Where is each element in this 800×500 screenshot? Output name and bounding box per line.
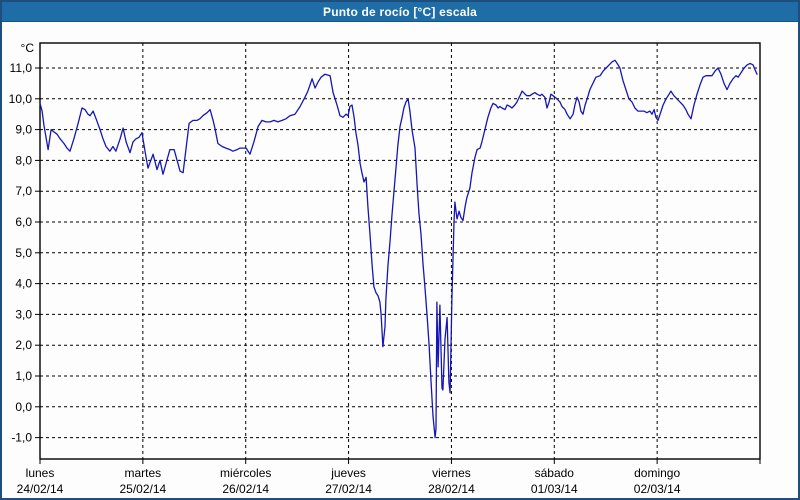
x-date-label: 27/02/14 xyxy=(325,482,372,496)
dew-point-chart: 11,0 10,0 9,0 8,0 7,0 6,0 5,0 4,0 3,0 2,0 1,0 0,0 -1… xyxy=(9,41,761,496)
y-tick-label: 5,0 xyxy=(15,246,32,260)
x-date-label: 28/02/14 xyxy=(428,482,475,496)
x-day-label: jueves xyxy=(330,466,366,480)
x-day-label: martes xyxy=(125,466,162,480)
x-date-label: 24/02/14 xyxy=(17,482,64,496)
plot-frame xyxy=(39,42,761,460)
x-day-label: miércoles xyxy=(220,466,271,480)
y-tick-label: 0,0 xyxy=(15,400,32,414)
x-day-label: lunes xyxy=(26,466,55,480)
y-tick-label: 1,0 xyxy=(15,369,32,383)
y-tick-label: 3,0 xyxy=(15,307,32,321)
title-bar[interactable]: Punto de rocío [°C] escala xyxy=(2,2,798,22)
dew-point-line xyxy=(39,59,758,439)
x-date-label: 25/02/14 xyxy=(119,482,166,496)
y-tick-label: 10,0 xyxy=(9,92,33,106)
x-date-label: 02/03/14 xyxy=(634,482,681,496)
x-day-label: domingo xyxy=(634,466,680,480)
y-tick-label: 4,0 xyxy=(15,277,32,291)
x-date-label: 01/03/14 xyxy=(531,482,578,496)
window-title: Punto de rocío [°C] escala xyxy=(322,4,478,19)
x-day-label: sábado xyxy=(535,466,575,480)
axis-labels: 11,0 10,0 9,0 8,0 7,0 6,0 5,0 4,0 3,0 2,0 1,0 0,0 -1… xyxy=(9,41,681,496)
y-tick-label: 7,0 xyxy=(15,184,32,198)
x-day-label: viernes xyxy=(432,466,471,480)
x-date-label: 26/02/14 xyxy=(222,482,269,496)
y-axis-unit-label: °C xyxy=(21,41,35,55)
y-tick-label: 11,0 xyxy=(10,61,33,75)
chart-area: 11,0 10,0 9,0 8,0 7,0 6,0 5,0 4,0 3,0 2,0 1,0 0,0 -1… xyxy=(2,22,798,498)
y-tick-label: 9,0 xyxy=(15,123,32,137)
gridlines xyxy=(40,43,760,459)
axes xyxy=(35,67,761,464)
y-tick-label: 6,0 xyxy=(15,215,32,229)
y-tick-label: -1,0 xyxy=(11,431,32,445)
y-tick-label: 8,0 xyxy=(15,153,32,167)
y-tick-label: 2,0 xyxy=(15,338,32,352)
